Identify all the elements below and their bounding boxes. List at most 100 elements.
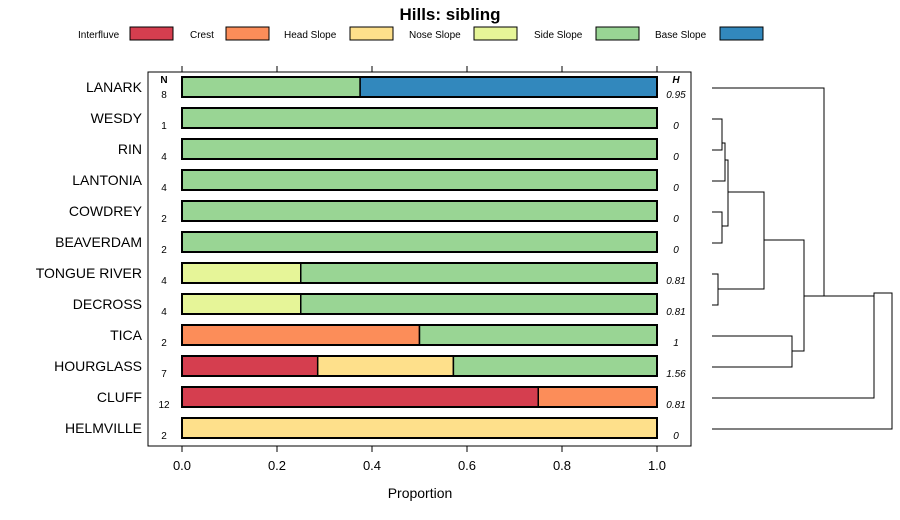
dendrogram-branch (712, 118, 723, 151)
x-tick-label: 0.8 (553, 458, 571, 473)
legend-swatch-base-slope (719, 26, 764, 41)
row-label-tica: TICA (110, 327, 143, 343)
dendrogram-branch (712, 296, 875, 399)
legend-swatch-side-slope (595, 26, 640, 41)
bar-wesdy-side-slope (181, 107, 658, 129)
bar-outline-helmville (181, 417, 658, 439)
dendrogram-branch (712, 87, 893, 430)
bar-decross-side-slope (300, 293, 658, 315)
x-tick-label: 1.0 (648, 458, 666, 473)
h-value: 1.56 (666, 369, 686, 380)
row-label-cowdrey: COWDREY (69, 203, 143, 219)
bar-outline-rin (181, 138, 658, 160)
x-axis: 0.0 0.2 0.4 0.6 0.8 1.0 (173, 66, 666, 473)
bar-outline-decross (181, 293, 658, 315)
h-value: 1 (673, 338, 679, 349)
legend-swatch-nose-slope (473, 26, 518, 41)
h-value: 0.95 (666, 90, 686, 101)
dendrogram-branch (792, 296, 805, 352)
legend-label-crest: Crest (190, 30, 214, 41)
n-value: 4 (161, 276, 167, 287)
bars-group (181, 76, 658, 439)
x-tick-label: 0.6 (458, 458, 476, 473)
bar-lanark-base-slope (359, 76, 658, 98)
h-value: 0 (673, 152, 679, 163)
bar-hourglass-side-slope (452, 355, 658, 377)
n-value: 2 (161, 214, 167, 225)
x-tick-label: 0.4 (363, 458, 381, 473)
dendrogram-branch (712, 335, 793, 368)
bar-tongue-river-nose-slope (181, 262, 302, 284)
n-value: 2 (161, 431, 167, 442)
dendrogram-branch (764, 239, 824, 297)
row-label-lanark: LANARK (86, 79, 143, 95)
plot-panel (147, 71, 692, 447)
x-tick-label: 0.0 (173, 458, 191, 473)
h-value: 0.81 (666, 400, 685, 411)
dendrogram-branch (722, 159, 729, 227)
row-label-wesdy: WESDY (91, 110, 143, 126)
legend-label-base-slope: Base Slope (655, 30, 707, 41)
n-value: 7 (161, 369, 167, 380)
row-label-decross: DECROSS (73, 296, 142, 312)
chart-title: Hills: sibling (399, 5, 500, 24)
row-label-lantonia: LANTONIA (72, 172, 142, 188)
legend-label-nose-slope: Nose Slope (409, 30, 461, 41)
h-header: H (672, 75, 680, 86)
h-value: 0 (673, 431, 679, 442)
bar-rin-side-slope (181, 138, 658, 160)
bar-hourglass-head-slope (316, 355, 455, 377)
x-tick-label: 0.2 (268, 458, 286, 473)
bar-outline-tongue-river (181, 262, 658, 284)
bar-decross-nose-slope (181, 293, 302, 315)
dendrogram-branch (712, 142, 726, 182)
bar-outline-lantonia (181, 169, 658, 191)
bar-tica-side-slope (418, 324, 658, 346)
bar-lantonia-side-slope (181, 169, 658, 191)
bar-outline-hourglass (181, 355, 658, 377)
n-value: 12 (158, 400, 170, 411)
bar-lanark-side-slope (181, 76, 361, 98)
bar-outline-beaverdam (181, 231, 658, 253)
n-value: 1 (161, 121, 167, 132)
row-label-tongue-river: TONGUE RIVER (36, 265, 142, 281)
row-label-hourglass: HOURGLASS (54, 358, 142, 374)
h-value: 0.81 (666, 307, 685, 318)
row-label-cluff: CLUFF (97, 389, 142, 405)
legend-label-side-slope: Side Slope (534, 30, 583, 41)
row-label-beaverdam: BEAVERDAM (55, 234, 142, 250)
bar-outline-cluff (181, 386, 658, 408)
legend-label-head-slope: Head Slope (284, 30, 337, 41)
bar-helmville-head-slope (181, 417, 658, 439)
h-value: 0 (673, 183, 679, 194)
n-value: 4 (161, 307, 167, 318)
bar-tica-crest (181, 324, 421, 346)
h-value: 0.81 (666, 276, 685, 287)
n-value: 8 (161, 90, 167, 101)
row-labels: LANARK WESDY RIN LANTONIA COWDREY BEAVERDAM TO… (36, 79, 143, 436)
bar-cowdrey-side-slope (181, 200, 658, 222)
legend-swatch-interfluve (129, 26, 174, 41)
row-label-helmville: HELMVILLE (65, 420, 142, 436)
row-label-rin: RIN (118, 141, 142, 157)
x-axis-title: Proportion (388, 485, 453, 501)
h-value: 0 (673, 245, 679, 256)
h-column: 0.95 0 0 0 0 0 0.81 0.81 1 1.56 0.81 0 (666, 90, 686, 442)
dendrogram (712, 87, 893, 430)
legend-label-interfluve: Interfluve (78, 30, 120, 41)
dendrogram-branch (712, 273, 719, 306)
bar-tongue-river-side-slope (300, 262, 658, 284)
dendrogram-branch (718, 191, 765, 290)
n-value: 2 (161, 245, 167, 256)
bar-cluff-crest (537, 386, 658, 408)
h-value: 0 (673, 121, 679, 132)
legend-swatch-crest (225, 26, 270, 41)
n-value: 4 (161, 152, 167, 163)
n-column: 8 1 4 4 2 2 4 4 2 7 12 2 (158, 90, 170, 442)
bar-outline-wesdy (181, 107, 658, 129)
n-header: N (160, 75, 167, 86)
n-value: 2 (161, 338, 167, 349)
bar-cluff-interfluve (181, 386, 539, 408)
h-value: 0 (673, 214, 679, 225)
